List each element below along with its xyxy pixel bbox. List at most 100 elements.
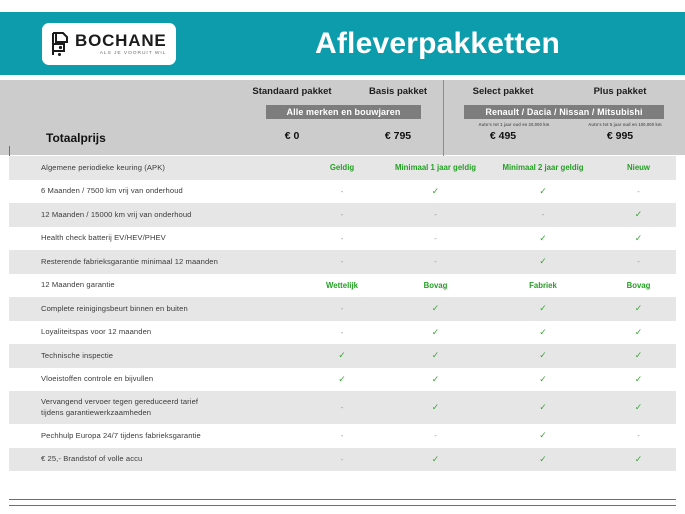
feature-label: Vloeistoffen controle en bijvullen [9,367,298,391]
feature-label: Complete reinigingsbeurt binnen en buite… [9,297,298,321]
cell-value-3 [601,471,676,506]
package-header-block: Standaard pakket Basis pakket Select pak… [0,80,685,155]
cell-value-0: Wettelijk [298,273,386,297]
cell-value-3: Nieuw [601,156,676,180]
cell-value-0: - [298,203,386,227]
cell-value-3: ✓ [601,391,676,424]
table-row: Vloeistoffen controle en bijvullen ✓ ✓ ✓ ✓ [9,367,676,391]
cell-value-2: ✓ [485,226,601,250]
cell-value-0: - [298,447,386,471]
cell-value-0: - [298,297,386,321]
table-row [9,471,676,506]
table-row: Resterende fabrieksgarantie minimaal 12 … [9,250,676,274]
cell-value-1: ✓ [386,179,485,203]
cell-value-2: - [485,203,601,227]
cell-value-0: - [298,391,386,424]
cell-value-0 [298,471,386,506]
feature-label: Vervangend vervoer tegen gereduceerd tar… [9,391,298,424]
feature-label: Health check batterij EV/HEV/PHEV [9,226,298,250]
group-sub-select: Auto's tot 1 jaar oud en 20.000 km [478,122,550,127]
package-name-basis: Basis pakket [368,86,428,97]
table-body: Algemene periodieke keuring (APK) Geldig M… [9,156,676,506]
cell-value-2: Minimaal 2 jaar geldig [485,156,601,180]
cell-value-0: - [298,424,386,448]
cell-value-3: ✓ [601,297,676,321]
cell-value-3: - [601,250,676,274]
table-row: Pechhulp Europa 24/7 tijdens fabrieksgar… [9,424,676,448]
cell-value-3: ✓ [601,226,676,250]
cell-value-1: Minimaal 1 jaar geldig [386,156,485,180]
bochane-mark-icon [52,32,68,56]
cell-value-2: ✓ [485,320,601,344]
logo-wordmark: BOCHANE [75,31,167,51]
table-row: Vervangend vervoer tegen gereduceerd tar… [9,391,676,424]
cell-value-2: ✓ [485,250,601,274]
group-bar-renault: Renault / Dacia / Nissan / Mitsubishi [464,105,664,119]
cell-value-1: ✓ [386,297,485,321]
cell-value-1: - [386,226,485,250]
feature-label: Technische inspectie [9,344,298,368]
feature-label: Algemene periodieke keuring (APK) [9,156,298,180]
table-row: Complete reinigingsbeurt binnen en buite… [9,297,676,321]
price-basis: € 795 [384,130,412,142]
table-row: 12 Maanden / 15000 km vrij van onderhoud… [9,203,676,227]
cell-value-1: ✓ [386,447,485,471]
table-bottom-rule [9,499,676,500]
cell-value-0: - [298,226,386,250]
table-row: € 25,- Brandstof of volle accu - ✓ ✓ ✓ [9,447,676,471]
cell-value-2: ✓ [485,344,601,368]
total-price-label: Totaalprijs [46,131,106,145]
cell-value-3: Bovag [601,273,676,297]
cell-value-0: - [298,179,386,203]
cell-value-1: - [386,250,485,274]
cell-value-1: ✓ [386,320,485,344]
package-name-row: Standaard pakket Basis pakket Select pak… [0,86,685,102]
price-standaard: € 0 [284,130,300,142]
feature-label: 12 Maanden garantie [9,273,298,297]
cell-value-3: ✓ [601,344,676,368]
feature-label: Resterende fabrieksgarantie minimaal 12 … [9,250,298,274]
cell-value-3: ✓ [601,367,676,391]
table-row: Technische inspectie ✓ ✓ ✓ ✓ [9,344,676,368]
cell-value-2: ✓ [485,297,601,321]
price-select: € 495 [489,130,517,142]
table-row: Health check batterij EV/HEV/PHEV - - ✓ ✓ [9,226,676,250]
cell-value-2: Fabriek [485,273,601,297]
table-row: 12 Maanden garantie Wettelijk Bovag Fabriek… [9,273,676,297]
comparison-table: Algemene periodieke keuring (APK) Geldig M… [9,156,676,506]
cell-value-3: - [601,424,676,448]
cell-value-1: Bovag [386,273,485,297]
bochane-logo: BOCHANE ALS JE VOORUIT WIL [42,23,176,65]
cell-value-2: ✓ [485,179,601,203]
table-row: 6 Maanden / 7500 km vrij van onderhoud - ✓… [9,179,676,203]
cell-value-0: Geldig [298,156,386,180]
cell-value-3: - [601,179,676,203]
feature-label: 12 Maanden / 15000 km vrij van onderhoud [9,203,298,227]
cell-value-1: - [386,424,485,448]
package-name-plus: Plus pakket [593,86,647,97]
page-title: Afleverpakketten [315,26,560,60]
group-sub-plus: Auto's tot 5 jaar oud en 100.000 km [588,122,662,127]
table-row: Loyaliteitspas voor 12 maanden - ✓ ✓ ✓ [9,320,676,344]
cell-value-2: ✓ [485,447,601,471]
cell-value-0: ✓ [298,344,386,368]
cell-value-3: ✓ [601,447,676,471]
feature-label: Pechhulp Europa 24/7 tijdens fabrieksgar… [9,424,298,448]
cell-value-0: - [298,250,386,274]
cell-value-1: ✓ [386,367,485,391]
header-banner: BOCHANE ALS JE VOORUIT WIL Afleverpakket… [0,12,685,75]
cell-value-2: ✓ [485,391,601,424]
logo-text: BOCHANE ALS JE VOORUIT WIL [75,32,167,56]
cell-value-1: ✓ [386,391,485,424]
package-name-standaard: Standaard pakket [252,86,332,97]
cell-value-3: ✓ [601,320,676,344]
package-name-select: Select pakket [472,86,534,97]
feature-label: Loyaliteitspas voor 12 maanden [9,320,298,344]
cell-value-3: ✓ [601,203,676,227]
table-row: Algemene periodieke keuring (APK) Geldig M… [9,156,676,180]
cell-value-1: - [386,203,485,227]
feature-label [9,471,298,506]
price-plus: € 995 [606,130,634,142]
logo-tagline: ALS JE VOORUIT WIL [100,50,167,56]
feature-label: € 25,- Brandstof of volle accu [9,447,298,471]
